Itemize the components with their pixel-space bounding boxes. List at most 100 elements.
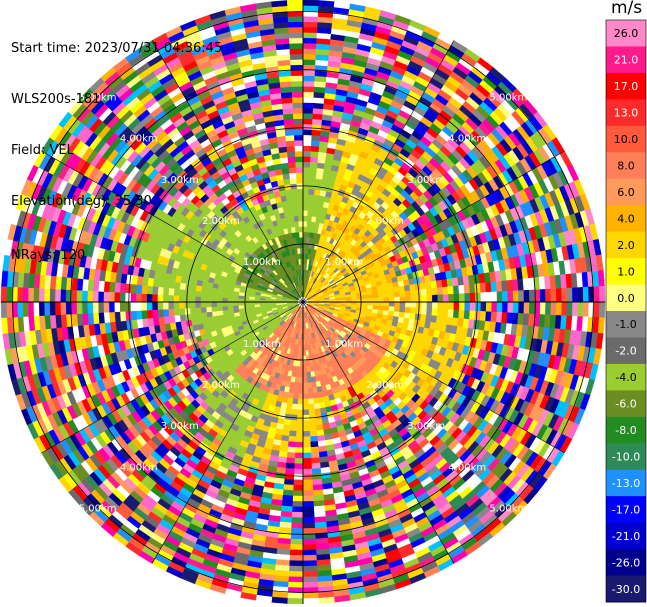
radar-gate (427, 295, 433, 302)
radar-gate (299, 367, 303, 373)
radar-gate (448, 294, 454, 302)
radar-gate (314, 189, 320, 195)
radar-gate (305, 345, 308, 351)
radar-gate (125, 293, 131, 302)
radar-gate (303, 555, 317, 561)
radar-gate (293, 388, 298, 394)
radar-gate (290, 420, 297, 426)
radar-gate (367, 295, 373, 299)
radar-gate (303, 173, 310, 179)
radar-gate (310, 157, 318, 163)
radar-gate (303, 367, 307, 373)
radar-gate (312, 130, 321, 136)
radar-gate (303, 485, 313, 491)
radar-gate (290, 555, 304, 561)
radar-gate (303, 453, 311, 459)
radar-gate (283, 490, 293, 496)
radar-gate (598, 270, 605, 286)
radar-gate (303, 38, 317, 44)
radar-gate (310, 436, 318, 442)
radar-gate (303, 577, 318, 583)
radar-gate (201, 312, 207, 318)
radar-gate (292, 512, 303, 518)
radar-gate (190, 308, 196, 314)
radar-gate (427, 302, 433, 309)
radar-gate (284, 474, 294, 480)
radar-gate (313, 490, 323, 496)
radar-gate (599, 302, 605, 318)
radar-gate (513, 291, 519, 302)
radar-gate (313, 484, 323, 490)
radar-gate (310, 173, 317, 179)
radar-gate (289, 571, 303, 577)
radar-gate (195, 302, 201, 308)
radar-gate (293, 496, 303, 502)
radar-gate (168, 309, 174, 316)
radar-gate (405, 296, 411, 302)
radar-gate (147, 302, 153, 310)
radar-gate (228, 306, 234, 310)
radar-gate (501, 281, 507, 292)
radar-gate (295, 442, 303, 448)
radar-gate (303, 539, 316, 545)
radar-gate (311, 146, 319, 152)
radar-gate (432, 309, 438, 316)
radar-gate (60, 289, 66, 302)
radar-gate (131, 311, 137, 320)
radar-gate (475, 293, 481, 302)
radar-gate (233, 302, 239, 306)
radar-gate (303, 237, 306, 243)
radar-gate (130, 293, 136, 302)
radar-gate (303, 0, 319, 6)
radar-gate (303, 507, 314, 513)
radar-gate (310, 167, 317, 173)
radar-gate (293, 485, 303, 491)
radar-gate (303, 108, 313, 114)
radar-gate (303, 119, 313, 125)
radar-gate (228, 298, 234, 302)
radar-gate (294, 464, 303, 470)
radar-gate (163, 295, 169, 302)
radar-gate (378, 294, 384, 299)
radar-gate (303, 528, 315, 534)
radar-gate (303, 361, 306, 367)
radar-gate (551, 289, 557, 302)
radar-gate (308, 404, 314, 410)
radar-gate (491, 282, 497, 292)
radar-gate (291, 528, 303, 534)
radar-gate (290, 550, 303, 556)
radar-gate (163, 309, 169, 317)
radar-gate (217, 311, 223, 316)
radar-gate (443, 294, 449, 302)
radar-gate (298, 399, 303, 405)
radar-gate (311, 458, 320, 464)
radar-gate (362, 299, 368, 302)
radar-gate (492, 292, 498, 302)
radar-gate (448, 286, 454, 294)
radar-gate (303, 517, 315, 523)
radar-gate (291, 517, 303, 523)
radar-gate (405, 291, 411, 297)
radar-gate (578, 302, 584, 317)
radar-gate (567, 288, 573, 302)
radar-gate (310, 162, 318, 168)
radar-gate (282, 500, 293, 506)
radar-gate (1, 302, 7, 318)
radar-gate (292, 399, 298, 405)
radar-gate (303, 200, 308, 206)
radar-gate (400, 291, 406, 297)
radar-gate (486, 302, 492, 312)
radar-gate (492, 302, 498, 312)
radar-gate (109, 302, 115, 312)
radar-gate (303, 431, 310, 437)
radar-gate (598, 318, 605, 334)
radar-gate (508, 291, 514, 302)
radar-gate (174, 309, 180, 316)
radar-gate (44, 302, 50, 316)
radar-gate (303, 464, 312, 470)
radar-gate (195, 296, 201, 302)
radar-gate (438, 302, 444, 309)
radar-gate (296, 437, 303, 443)
radar-gate (540, 302, 546, 315)
radar-gate (373, 302, 379, 306)
